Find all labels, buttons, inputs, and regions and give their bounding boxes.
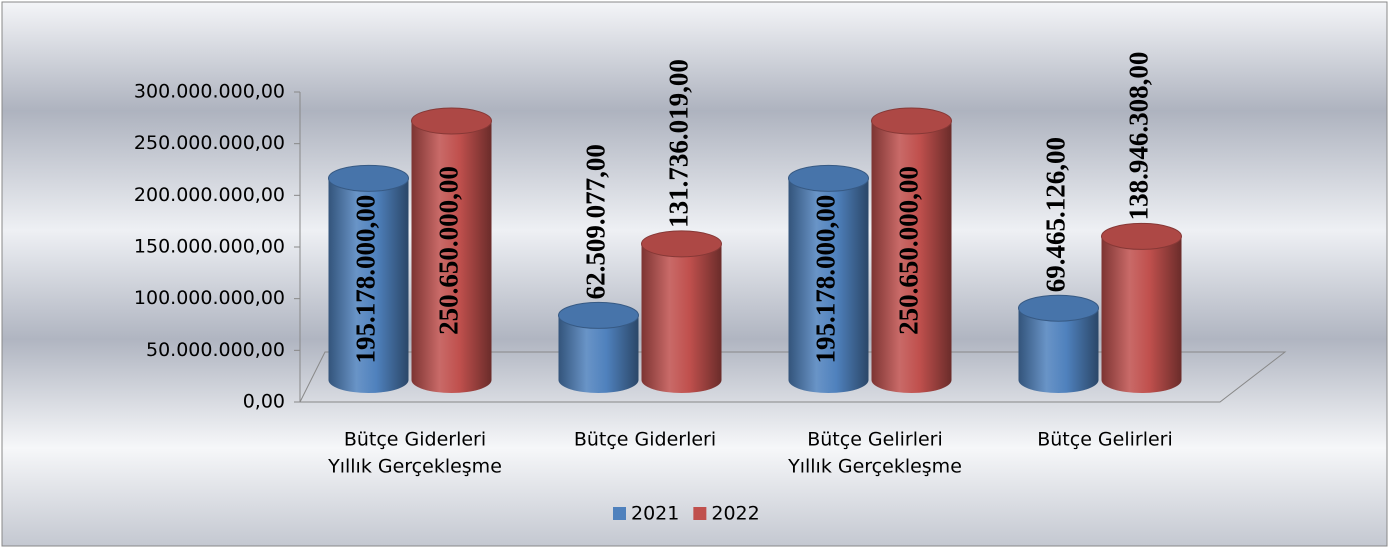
legend-label: 2021 xyxy=(631,503,679,525)
bar xyxy=(641,243,722,393)
y-tick-label: 300.000.000,00 xyxy=(134,81,285,103)
y-tick-label: 200.000.000,00 xyxy=(134,184,285,206)
bar-top xyxy=(871,107,952,135)
legend-swatch xyxy=(693,507,707,520)
y-tick-label: 100.000.000,00 xyxy=(134,287,285,309)
bar-top xyxy=(411,107,492,135)
bar-top xyxy=(558,301,639,329)
x-tick-label: Bütçe Gelirleri xyxy=(1037,429,1173,451)
legend-label: 2022 xyxy=(711,503,759,525)
bar xyxy=(1018,308,1099,393)
value-label: 195.178.000,00 xyxy=(351,195,381,364)
value-label: 138.946.308,00 xyxy=(1124,52,1154,221)
legend: 2021 2022 xyxy=(613,503,760,525)
y-tick-label: 0,00 xyxy=(243,391,285,413)
x-tick-label: Yıllık Gerçekleşme xyxy=(787,456,962,478)
x-tick-label: Bütçe Gelirleri xyxy=(807,429,943,451)
bar xyxy=(411,120,492,394)
value-label: 69.465.126,00 xyxy=(1041,137,1071,292)
x-tick-label: Yıllık Gerçekleşme xyxy=(327,456,502,478)
y-tick-label: 50.000.000,00 xyxy=(146,339,285,361)
value-label: 250.650.000,00 xyxy=(434,166,464,335)
bar-top xyxy=(1018,294,1099,322)
value-label: 131.736.019,00 xyxy=(664,59,694,228)
value-label: 62.509.077,00 xyxy=(581,144,611,299)
legend-swatch xyxy=(613,507,626,520)
bar-top xyxy=(1101,222,1182,250)
bar-top xyxy=(641,230,722,258)
y-tick-label: 150.000.000,00 xyxy=(134,236,285,258)
bar-top xyxy=(788,164,869,192)
bar xyxy=(328,178,409,393)
bar-top xyxy=(328,164,409,192)
bar xyxy=(558,315,639,393)
floor xyxy=(299,351,1287,403)
x-tick-label: Bütçe Giderleri xyxy=(344,429,486,451)
bar xyxy=(871,120,952,394)
value-label: 195.178.000,00 xyxy=(811,195,841,364)
bar xyxy=(788,178,869,393)
bar xyxy=(1101,236,1182,393)
x-tick-label: Bütçe Giderleri xyxy=(574,429,716,451)
y-tick-label: 250.000.000,00 xyxy=(134,132,285,154)
value-label: 250.650.000,00 xyxy=(894,166,924,335)
